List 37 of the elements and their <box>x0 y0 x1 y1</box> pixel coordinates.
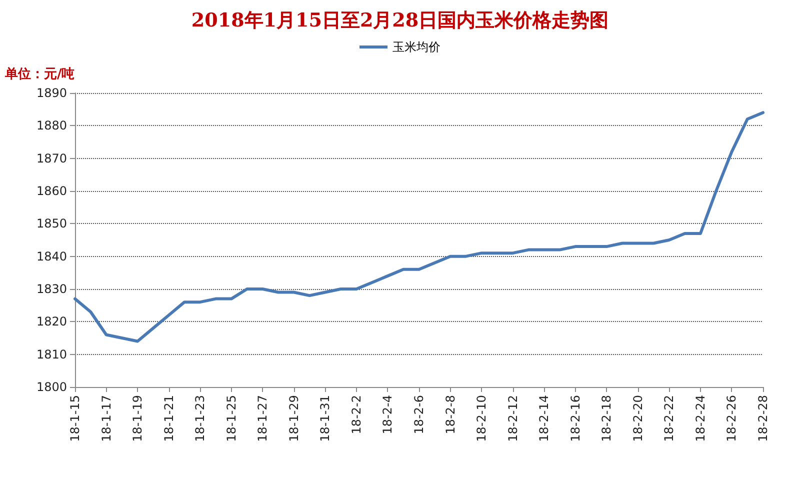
x-tick-label: 18-2-28 <box>756 395 770 442</box>
x-tick-label: 18-2-26 <box>724 395 739 442</box>
x-tick-label: 18-1-31 <box>318 395 332 442</box>
y-tick-label: 1890 <box>36 86 67 100</box>
y-tick-label: 1840 <box>36 249 67 264</box>
x-tick-label: 18-1-21 <box>162 395 176 442</box>
x-tick-label: 18-1-19 <box>130 395 145 442</box>
legend-label: 玉米均价 <box>392 40 440 54</box>
chart-title: 2018年1月15日至2月28日国内玉米价格走势图 <box>191 10 609 32</box>
x-tick-label: 18-2-20 <box>630 395 645 442</box>
x-tick-label: 18-2-22 <box>662 395 676 442</box>
x-tick-label: 18-1-27 <box>256 395 270 442</box>
y-tick-label: 1810 <box>36 347 67 362</box>
x-tick-label: 18-1-23 <box>193 395 208 442</box>
x-tick-label: 18-2-10 <box>474 395 489 442</box>
x-tick-label: 18-2-14 <box>537 395 552 442</box>
line-series <box>74 111 764 343</box>
x-tick-label: 18-2-24 <box>693 395 708 442</box>
y-tick-label: 1830 <box>36 282 67 296</box>
x-tick-label: 18-2-2 <box>349 395 364 434</box>
x-tick-label: 18-2-12 <box>506 395 520 442</box>
y-tick-label: 1860 <box>36 184 67 198</box>
y-tick-label: 1880 <box>36 118 67 133</box>
x-tick-label: 18-2-16 <box>568 395 582 442</box>
x-tick-label: 18-1-15 <box>68 395 82 442</box>
y-axis-title: 单位：元/吨 <box>4 66 75 82</box>
x-tick-label: 18-2-4 <box>380 395 395 434</box>
y-tick-label: 1820 <box>36 314 67 329</box>
y-tick-label: 1850 <box>36 216 67 231</box>
y-tick-label: 1800 <box>36 380 67 394</box>
x-tick-label: 18-2-8 <box>443 395 458 434</box>
y-tick-label: 1870 <box>36 151 67 166</box>
x-tick-label: 18-1-29 <box>286 395 301 442</box>
x-tick-label: 18-2-6 <box>412 395 426 434</box>
x-tick-label: 18-2-18 <box>600 395 614 442</box>
x-tick-label: 18-1-17 <box>99 395 114 442</box>
x-tick-label: 18-1-25 <box>224 395 238 442</box>
